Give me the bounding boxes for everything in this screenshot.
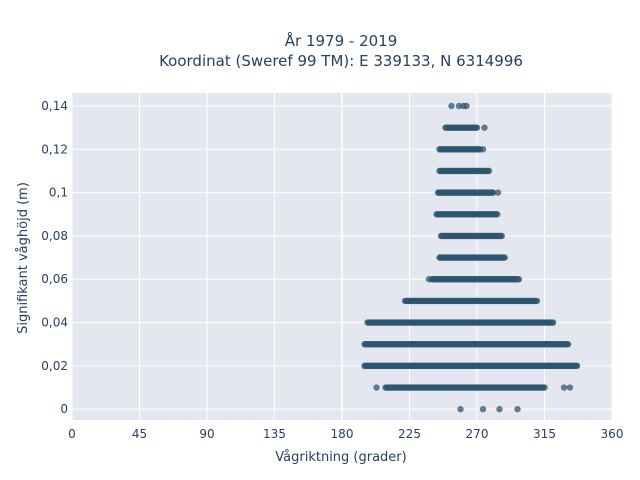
data-point [448, 102, 455, 110]
data-point [541, 384, 548, 391]
x-tick-label: 45 [132, 427, 147, 441]
data-point [549, 319, 557, 326]
data-point [560, 384, 568, 391]
x-tick-label: 180 [331, 427, 354, 441]
data-point [457, 405, 464, 413]
data-point [494, 189, 502, 196]
y-tick-label: 0,12 [41, 142, 68, 156]
data-point [481, 124, 488, 131]
x-tick-label: 135 [263, 427, 286, 441]
x-tick-label: 90 [199, 427, 214, 441]
data-point [494, 211, 501, 218]
y-tick-label: 0,08 [41, 229, 68, 243]
data-point [564, 341, 572, 348]
x-tick-label: 360 [601, 427, 624, 441]
y-tick-label: 0,06 [41, 272, 68, 286]
x-tick-label: 315 [533, 427, 556, 441]
y-axis-title: Signifikant våghöjd (m) [16, 182, 31, 334]
data-points [361, 102, 581, 413]
y-tick-label: 0,14 [41, 99, 68, 113]
y-tick-label: 0,02 [41, 359, 68, 373]
data-point [496, 405, 503, 413]
x-axis-title: Vågriktning (grader) [275, 450, 406, 465]
data-point [479, 146, 487, 153]
data-point [373, 384, 380, 391]
y-tick-label: 0,04 [41, 316, 68, 330]
chart-title-line1: År 1979 - 2019 [285, 31, 398, 50]
x-tick-label: 270 [466, 427, 489, 441]
y-tick-label: 0 [60, 402, 68, 416]
x-axis-ticks: 0 45 90 135 180 225 270 315 360 [68, 427, 623, 441]
data-point [498, 232, 505, 240]
y-tick-label: 0,1 [49, 186, 68, 200]
data-point [463, 102, 470, 110]
x-tick-label: 0 [68, 427, 76, 441]
data-point [533, 297, 541, 305]
data-point [514, 405, 521, 413]
chart-title-line2: Koordinat (Sweref 99 TM): E 339133, N 63… [159, 52, 523, 70]
data-point [489, 189, 497, 196]
x-tick-label: 225 [398, 427, 421, 441]
data-point [485, 167, 493, 175]
data-point [515, 276, 523, 283]
data-point [425, 276, 433, 283]
data-point [573, 362, 581, 370]
data-point [455, 102, 463, 110]
data-point [566, 384, 574, 391]
data-point [479, 405, 487, 413]
y-axis-ticks: 0 0,02 0,04 0,06 0,08 0,1 0,12 0,14 [41, 99, 68, 416]
data-point [473, 124, 481, 131]
data-point [501, 254, 508, 261]
